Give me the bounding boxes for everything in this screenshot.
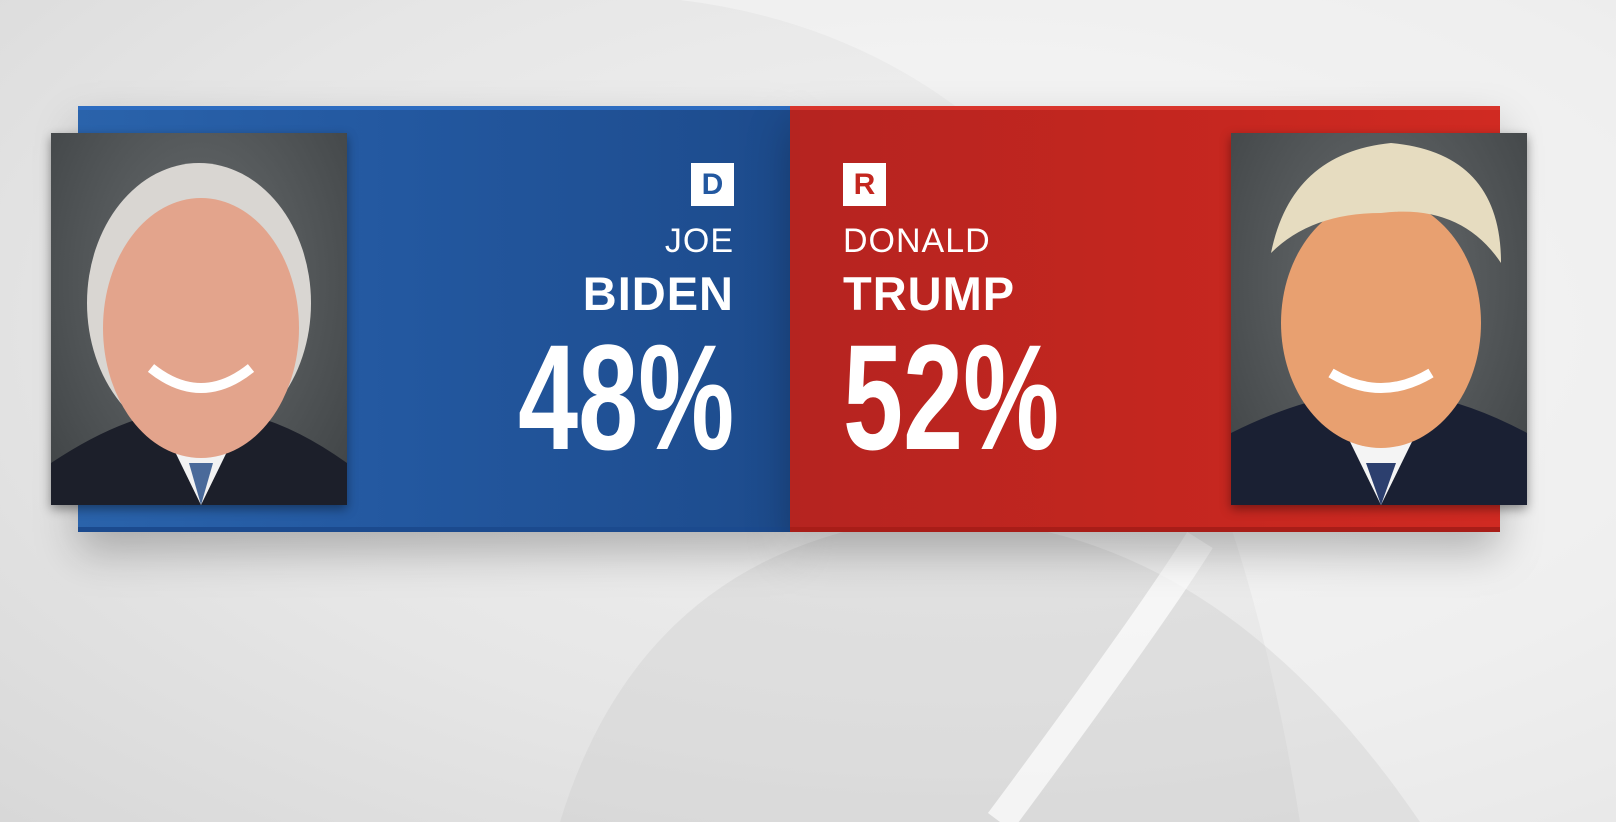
trump-info: R DONALD TRUMP 52% <box>843 0 1223 480</box>
party-badge-democrat: D <box>691 163 734 206</box>
candidate-percent: 48% <box>517 313 734 481</box>
candidate-first-name: JOE <box>664 222 734 260</box>
candidate-first-name: DONALD <box>843 222 991 260</box>
biden-info: D JOE BIDEN 48% <box>400 0 734 480</box>
candidate-photo-trump <box>1231 133 1527 505</box>
candidate-photo-biden <box>51 133 347 505</box>
candidate-last-name: TRUMP <box>843 267 1016 320</box>
party-badge-republican: R <box>843 163 886 206</box>
candidate-last-name: BIDEN <box>582 267 734 320</box>
candidate-percent: 52% <box>843 313 1060 481</box>
